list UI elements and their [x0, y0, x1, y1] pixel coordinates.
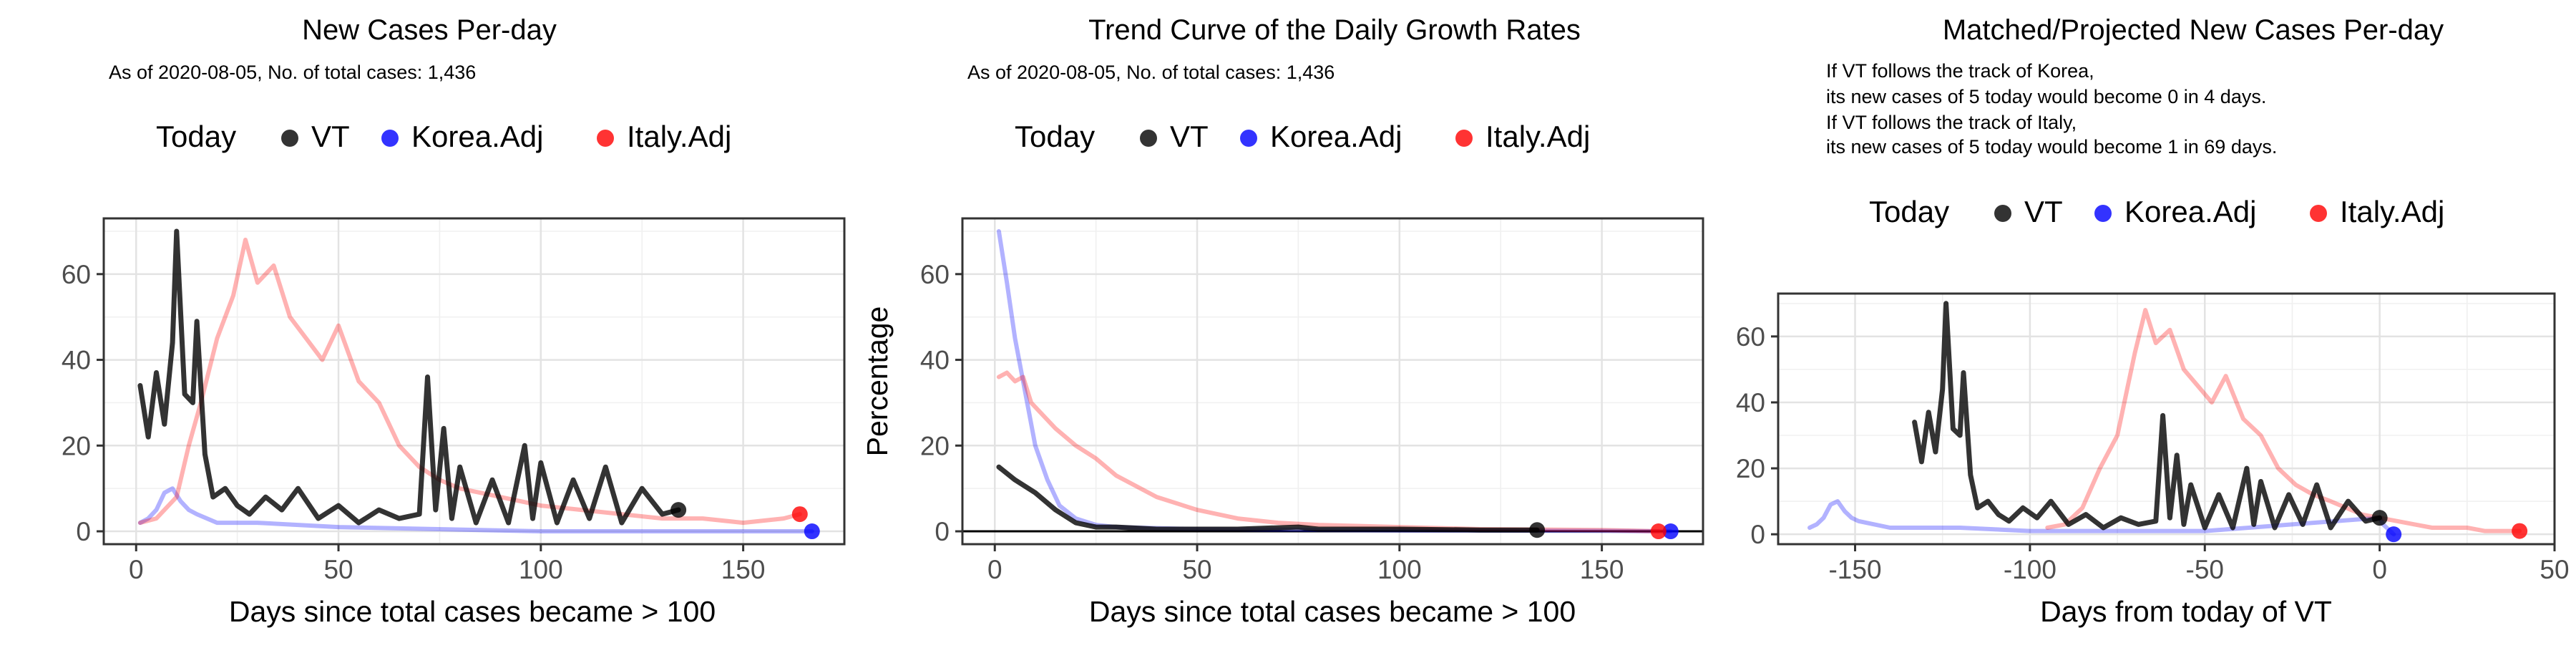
y-axis-label: Percentage	[861, 306, 894, 457]
series-line-vt	[137, 228, 681, 526]
y-tick-label: 20	[1736, 454, 1765, 483]
legend-marker-vt	[1140, 130, 1157, 147]
series-line-italy-adj	[137, 237, 802, 526]
x-tick-label: -150	[1828, 555, 1881, 584]
legend-marker-korea-adj	[381, 130, 399, 147]
x-tick-label: 0	[2372, 555, 2387, 584]
legend-title: Today	[1869, 195, 1949, 228]
plot-background	[962, 218, 1703, 544]
chart-subtitle-line: its new cases of 5 today would become 0 …	[1826, 86, 2266, 107]
y-tick-label: 20	[62, 431, 91, 460]
today-point-korea-adj	[804, 523, 820, 540]
chart-subtitle-line: If VT follows the track of Italy,	[1826, 112, 2077, 133]
plot-border	[961, 217, 1704, 546]
x-tick-label: 50	[323, 555, 353, 584]
x-tick-label: -100	[2004, 555, 2057, 584]
today-point-italy-adj	[1650, 523, 1667, 540]
legend-marker-korea-adj	[2094, 205, 2112, 222]
legend-marker-korea-adj	[1240, 130, 1257, 147]
y-tick-label: 0	[1750, 520, 1765, 549]
series-line-korea-adj	[137, 486, 814, 533]
x-axis-label: Days from today of VT	[2040, 595, 2332, 628]
legend-label: VT	[311, 120, 350, 153]
legend: Today VT Korea.Adj Italy.Adj	[1015, 120, 1590, 153]
today-point-korea-adj	[2386, 526, 2402, 543]
plot-border	[102, 217, 846, 546]
legend-label: Korea.Adj	[2124, 195, 2256, 228]
today-point-vt	[1529, 522, 1546, 538]
y-tick-label: 60	[920, 260, 950, 289]
panel-new-cases: New Cases Per-day As of 2020-08-05, No. o…	[62, 14, 846, 628]
today-point-vt	[670, 502, 687, 518]
chart-title: Trend Curve of the Daily Growth Rates	[1088, 14, 1581, 46]
legend-marker-italy-adj	[1455, 130, 1473, 147]
legend-label: Italy.Adj	[2340, 195, 2444, 228]
x-tick-label: -50	[2186, 555, 2224, 584]
legend-label: Italy.Adj	[1485, 120, 1590, 153]
legend-marker-italy-adj	[2310, 205, 2327, 222]
legend-title: Today	[156, 120, 236, 153]
legend-marker-italy-adj	[597, 130, 614, 147]
plot-border	[1777, 292, 2556, 546]
legend: Today VT Korea.Adj Italy.Adj	[156, 120, 731, 153]
series-line-italy-adj	[2045, 308, 2522, 533]
legend-label: VT	[1170, 120, 1209, 153]
y-tick-label: 60	[62, 260, 91, 289]
y-tick-label: 60	[1736, 322, 1765, 352]
y-tick-label: 0	[935, 517, 950, 546]
today-point-korea-adj	[1662, 523, 1679, 540]
chart-subtitle-line: If VT follows the track of Korea,	[1826, 60, 2094, 82]
legend-title: Today	[1015, 120, 1095, 153]
y-tick-label: 40	[62, 346, 91, 375]
chart-title: New Cases Per-day	[302, 14, 557, 46]
today-point-vt	[2371, 510, 2388, 526]
legend: Today VT Korea.Adj Italy.Adj	[1869, 195, 2444, 228]
grid	[104, 218, 844, 544]
x-tick-label: 0	[987, 555, 1002, 584]
x-axis-label: Days since total cases became > 100	[1089, 595, 1576, 628]
legend-label: Italy.Adj	[627, 120, 731, 153]
x-tick-label: 100	[519, 555, 563, 584]
x-tick-label: 150	[1580, 555, 1624, 584]
grid	[1778, 294, 2556, 544]
x-tick-label: 0	[129, 555, 144, 584]
legend-label: Korea.Adj	[1270, 120, 1402, 153]
series-line-vt	[1912, 301, 2383, 531]
x-axis-label: Days since total cases became > 100	[229, 595, 716, 628]
chart-title: Matched/Projected New Cases Per-day	[1943, 14, 2444, 46]
y-tick-label: 40	[920, 346, 950, 375]
legend-label: VT	[2024, 195, 2063, 228]
x-tick-label: 50	[2540, 555, 2569, 584]
chart-subtitle-line: As of 2020-08-05, No. of total cases: 1,…	[109, 62, 476, 83]
chart-subtitle-line: As of 2020-08-05, No. of total cases: 1,…	[967, 62, 1335, 83]
y-tick-label: 40	[1736, 388, 1765, 417]
x-tick-label: 100	[1377, 555, 1422, 584]
x-tick-label: 150	[721, 555, 766, 584]
series-line-korea-adj	[1807, 499, 2396, 537]
legend-marker-vt	[1994, 205, 2011, 222]
x-tick-label: 50	[1182, 555, 1211, 584]
today-point-italy-adj	[2512, 523, 2528, 539]
y-tick-label: 0	[76, 517, 91, 546]
panel-growth-rates: Trend Curve of the Daily Growth Rates As …	[861, 14, 1704, 628]
legend-label: Korea.Adj	[411, 120, 543, 153]
chart-subtitle-line: its new cases of 5 today would become 1 …	[1826, 136, 2277, 158]
today-point-italy-adj	[791, 506, 808, 523]
legend-marker-vt	[281, 130, 298, 147]
panel-projected-cases: Matched/Projected New Cases Per-day If VT…	[1736, 14, 2570, 628]
series-line-vt	[996, 464, 1540, 533]
y-tick-label: 20	[920, 431, 950, 460]
